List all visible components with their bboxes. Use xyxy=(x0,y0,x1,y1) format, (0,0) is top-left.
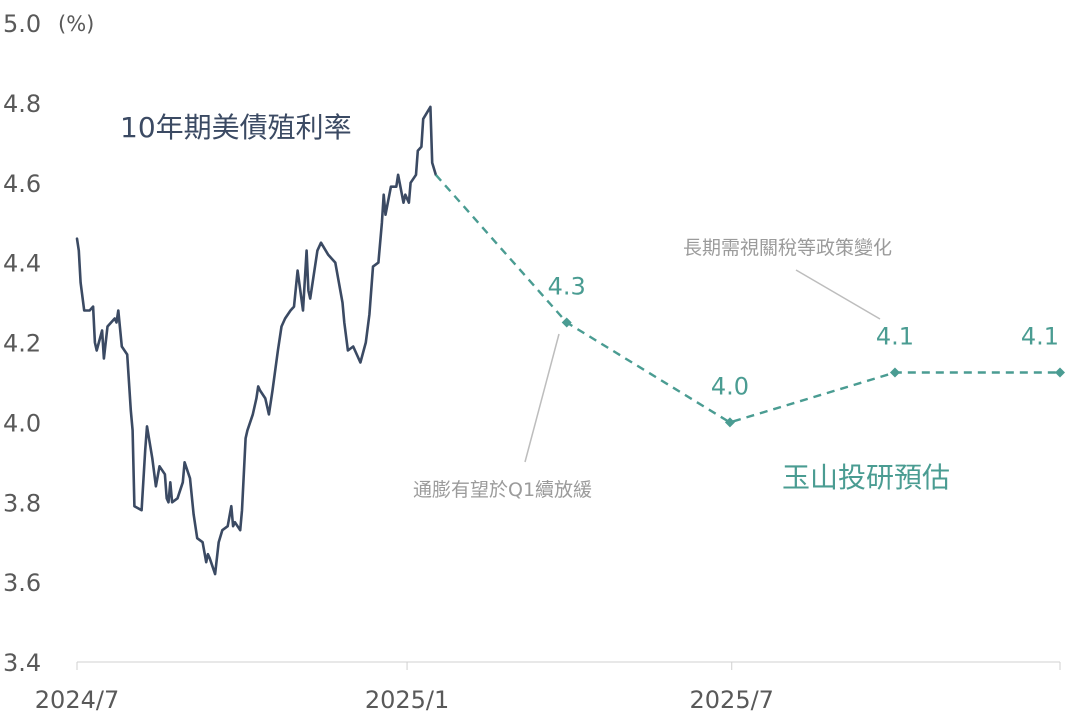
forecast-data-label: 4.1 xyxy=(876,322,914,350)
series-label-actual: 10年期美債殖利率 xyxy=(120,111,352,144)
forecast-data-label: 4.1 xyxy=(1021,322,1059,350)
annotation-leader-2 xyxy=(795,269,881,320)
series-label-forecast: 玉山投研預估 xyxy=(782,461,950,494)
forecast-point-marker xyxy=(561,317,572,328)
y-unit-label: (%) xyxy=(58,12,94,36)
y-tick-label: 3.6 xyxy=(3,569,41,597)
annotation-inflation: 通膨有望於Q1續放緩 xyxy=(413,479,592,501)
y-axis: 5.0 4.8 4.6 4.4 4.2 4.0 3.8 3.6 3.4 xyxy=(3,10,41,677)
y-tick-label: 3.8 xyxy=(3,489,41,517)
forecast-point-marker xyxy=(889,367,900,378)
x-tick-label: 2025/1 xyxy=(365,686,449,714)
x-tick-label: 2025/7 xyxy=(690,686,774,714)
forecast-data-labels: 4.3 4.0 4.1 4.1 xyxy=(548,273,1059,401)
annotation-tariff-policy: 長期需視關稅等政策變化 xyxy=(683,237,892,259)
x-axis: 2024/7 2025/1 2025/7 xyxy=(35,661,1061,714)
series-line-forecast xyxy=(434,174,1060,424)
annotation-leader-1 xyxy=(524,333,560,463)
y-tick-label: 5.0 xyxy=(3,10,41,38)
x-tick-label: 2024/7 xyxy=(35,686,119,714)
y-tick-label: 4.4 xyxy=(3,250,41,278)
series-line-actual xyxy=(75,105,438,576)
y-tick-label: 4.2 xyxy=(3,330,41,358)
y-tick-label: 4.8 xyxy=(3,90,41,118)
forecast-point-marker xyxy=(724,417,735,428)
y-tick-label: 4.0 xyxy=(3,409,41,437)
y-tick-label: 3.4 xyxy=(3,649,41,677)
y-tick-label: 4.6 xyxy=(3,170,41,198)
forecast-point-marker xyxy=(1055,367,1065,378)
forecast-data-label: 4.3 xyxy=(548,273,586,301)
forecast-data-label: 4.0 xyxy=(711,372,749,400)
forecast-markers xyxy=(561,317,1065,428)
